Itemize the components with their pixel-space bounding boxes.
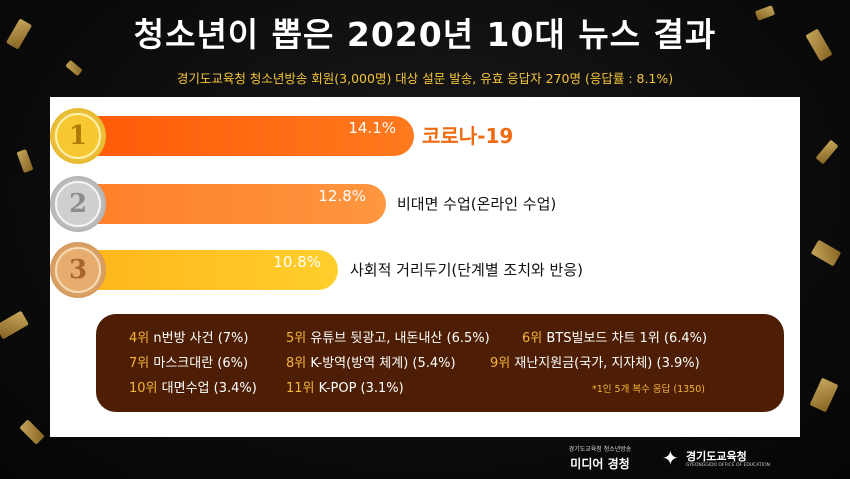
other-ranks-box: 4위 n번방 사건 (7%) 5위 유튜브 뒷광고, 내돈내산 (6.5%) 6…: [96, 314, 784, 412]
silver-medal-icon: 2: [50, 176, 106, 232]
logo2-caption: GYEONGGIDO OFFICE OF EDUCATION: [686, 463, 770, 468]
person-emblem-icon: ✦: [662, 446, 679, 470]
medal-number-2: 2: [55, 181, 101, 227]
logo1-name: 미디어 경청: [570, 457, 630, 471]
list-item: 7위 마스크대란 (6%): [129, 352, 248, 371]
rank-text: BTS빌보드 차트 1위 (6.4%): [546, 331, 708, 346]
list-item: 11위 K-POP (3.1%): [286, 377, 404, 396]
rank-text: 유튜브 뒷광고, 내돈내산 (6.5%): [310, 331, 490, 346]
rank-number: 9위: [490, 356, 511, 371]
medal-number-1: 1: [55, 113, 101, 159]
logo2-name: 경기도교육청: [686, 450, 747, 463]
rank-text: n번방 사건 (7%): [153, 331, 249, 346]
rank-number: 11위: [286, 381, 315, 396]
rank-percent-2: 12.8%: [318, 187, 366, 205]
list-item: 9위 재난지원금(국가, 지자체) (3.9%): [490, 352, 700, 371]
rank-number: 4위: [129, 331, 150, 346]
rank-row-3: 10.8% 3 사회적 거리두기(단계별 조치와 반응): [50, 242, 800, 298]
list-item: 6위 BTS빌보드 차트 1위 (6.4%): [522, 327, 707, 346]
rank-text: K-POP (3.1%): [318, 381, 404, 396]
bronze-medal-icon: 3: [50, 242, 106, 298]
list-item: 8위 K-방역(방역 체계) (5.4%): [286, 352, 456, 371]
footnote: *1인 5개 복수 응답 (1350): [592, 384, 705, 395]
rank-text: 대면수업 (3.4%): [161, 381, 257, 396]
rank-number: 6위: [522, 331, 543, 346]
rank-text: 재난지원금(국가, 지자체) (3.9%): [514, 356, 700, 371]
rank-number: 5위: [286, 331, 307, 346]
page-subtitle: 경기도교육청 청소년방송 회원(3,000명) 대상 설문 발송, 유효 응답자…: [176, 71, 674, 86]
rank-bar-3: [80, 250, 338, 290]
rank-label-1: 코로나-19: [422, 124, 514, 148]
confetti-decoration: [19, 419, 45, 445]
rank-number: 7위: [129, 356, 150, 371]
rank-row-2: 12.8% 2 비대면 수업(온라인 수업): [50, 176, 800, 232]
list-item: 10위 대면수업 (3.4%): [129, 377, 257, 396]
list-item: 4위 n번방 사건 (7%): [129, 327, 249, 346]
list-item: 5위 유튜브 뒷광고, 내돈내산 (6.5%): [286, 327, 490, 346]
confetti-decoration: [809, 377, 839, 413]
rank-label-3: 사회적 거리두기(단계별 조치와 반응): [350, 261, 584, 279]
rank-label-2: 비대면 수업(온라인 수업): [397, 195, 557, 213]
rank-row-1: 14.1% 1 코로나-19: [50, 108, 800, 164]
gold-medal-icon: 1: [50, 108, 106, 164]
rank-number: 8위: [286, 356, 307, 371]
rank-text: K-방역(방역 체계) (5.4%): [310, 356, 456, 371]
confetti-decoration: [0, 310, 29, 340]
medal-number-3: 3: [55, 247, 101, 293]
confetti-decoration: [810, 239, 842, 267]
rank-percent-3: 10.8%: [273, 253, 321, 271]
rank-bar-2: [80, 184, 386, 224]
gyeonggi-education-logo: ✦ 경기도교육청 GYEONGGIDO OFFICE OF EDUCATION: [662, 446, 770, 474]
rank-percent-1: 14.1%: [348, 119, 396, 137]
rank-bar-1: [80, 116, 414, 156]
page-title: 청소년이 뽑은 2020년 10대 뉴스 결과: [133, 15, 717, 54]
media-gyeongcheong-logo: 경기도교육청 청소년방송 미디어 경청: [552, 444, 648, 474]
rank-text: 마스크대란 (6%): [153, 356, 249, 371]
rank-number: 10위: [129, 381, 158, 396]
logo1-caption: 경기도교육청 청소년방송: [568, 446, 632, 453]
confetti-decoration: [16, 148, 34, 174]
confetti-decoration: [815, 139, 839, 165]
